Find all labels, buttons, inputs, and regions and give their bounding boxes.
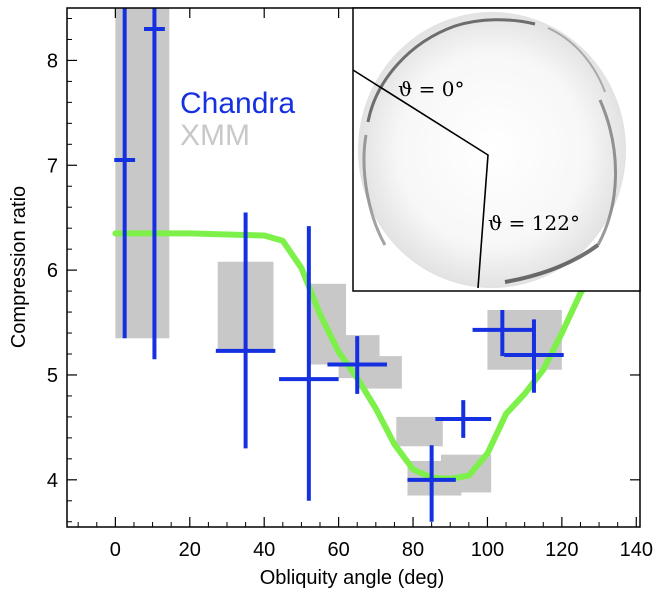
- y-axis-title: Compression ratio: [8, 186, 30, 348]
- chandra-point-4: [327, 336, 387, 394]
- x-tick-label-7: 140: [620, 539, 653, 561]
- chandra-points: [114, 8, 564, 522]
- inset-label-0: ϑ = 0°: [398, 77, 465, 101]
- x-tick-label-0: 0: [110, 539, 121, 561]
- x-tick-label-2: 40: [253, 539, 275, 561]
- chandra-point-1: [144, 8, 165, 360]
- chandra-point-6: [435, 400, 492, 438]
- xmm-box-4: [357, 356, 402, 389]
- x-axis-title: Obliquity angle (deg): [260, 567, 445, 589]
- axis-ticks: [67, 8, 640, 527]
- y-tick-label-3: 7: [47, 155, 58, 177]
- y-tick-label-1: 5: [47, 365, 58, 387]
- x-tick-label-5: 100: [471, 539, 504, 561]
- y-tick-label-0: 4: [47, 470, 58, 492]
- x-tick-label-4: 80: [402, 539, 424, 561]
- model-curve: [112, 230, 603, 482]
- chandra-point-7: [472, 309, 533, 357]
- remnant-rim-e: [596, 99, 618, 246]
- y-tick-label-4: 8: [47, 50, 58, 72]
- remnant-rim-nw: [366, 18, 536, 123]
- x-tick-label-3: 60: [327, 539, 349, 561]
- x-tick-labels: 0 20 40 60 80 100 120 140: [110, 539, 653, 561]
- chandra-point-3: [279, 226, 339, 501]
- remnant-rim-w: [362, 134, 387, 246]
- y-tick-labels: 4 5 6 7 8: [47, 50, 58, 491]
- y-tick-label-2: 6: [47, 260, 58, 282]
- xmm-boxes: [115, 8, 562, 496]
- remnant-disk: [358, 12, 626, 288]
- xmm-box-5: [396, 416, 443, 447]
- chandra-point-2: [215, 212, 276, 449]
- chandra-point-8: [504, 319, 564, 393]
- remnant-rim-s: [504, 243, 600, 284]
- remnant-rim-ne: [547, 27, 606, 93]
- chandra-point-5: [407, 445, 456, 522]
- x-tick-label-6: 120: [545, 539, 578, 561]
- inset-image: ϑ = 0° ϑ = 122°: [352, 7, 641, 292]
- chandra-point-0: [114, 8, 136, 339]
- inset-label-122: ϑ = 122°: [488, 211, 580, 235]
- x-tick-label-1: 20: [179, 539, 201, 561]
- obliquity-lines: [352, 69, 489, 289]
- legend-chandra: Chandra: [180, 87, 295, 120]
- legend-xmm: XMM: [180, 119, 250, 152]
- model-curve-layer: [112, 230, 603, 482]
